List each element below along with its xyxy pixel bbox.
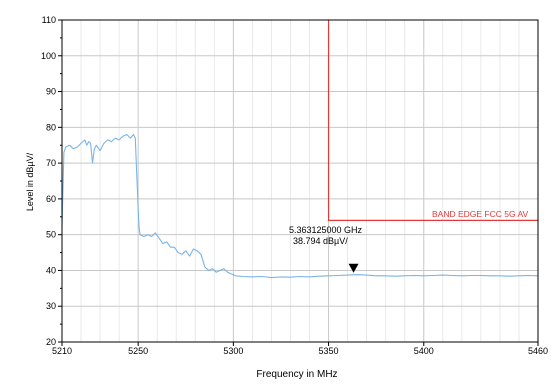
x-tick-label: 5250 <box>128 346 148 356</box>
marker-frequency-readout: 5.363125000 GHz <box>289 225 363 235</box>
x-tick-label: 5400 <box>414 346 434 356</box>
limit-line-group <box>327 20 538 221</box>
y-axis-label: Level in dBµV/ <box>25 152 35 211</box>
y-tick-label: 30 <box>46 301 56 311</box>
y-tick-label: 100 <box>41 51 56 61</box>
limit-line-label: BAND EDGE FCC 5G AV <box>432 209 529 219</box>
x-tick-label: 5350 <box>319 346 339 356</box>
y-tick-label: 60 <box>46 194 56 204</box>
x-tick-label: 5210 <box>52 346 72 356</box>
y-tick-label: 40 <box>46 265 56 275</box>
marker-group <box>348 263 359 273</box>
y-tick-label: 80 <box>46 122 56 132</box>
y-tick-label: 70 <box>46 158 56 168</box>
x-tick-label: 5300 <box>223 346 243 356</box>
y-tick-label: 20 <box>46 337 56 347</box>
spectrum-trace <box>61 133 539 279</box>
trace-group <box>61 133 539 279</box>
y-tick-label: 50 <box>46 230 56 240</box>
y-tick-label: 110 <box>42 15 56 25</box>
axes <box>58 19 539 346</box>
x-axis-label: Frequency in MHz <box>256 369 337 380</box>
marker-level-readout: 38.794 dBµV/ <box>293 236 348 246</box>
tick-labels: 5210 5250 5300 5350 5400 5460 20 30 40 50 60 70 80 90… <box>41 15 548 356</box>
x-tick-label: 5460 <box>528 346 548 356</box>
band-edge-limit-line <box>327 20 538 221</box>
y-tick-label: 90 <box>46 87 56 97</box>
marker-triangle <box>348 263 359 273</box>
plot-frame <box>61 19 539 343</box>
